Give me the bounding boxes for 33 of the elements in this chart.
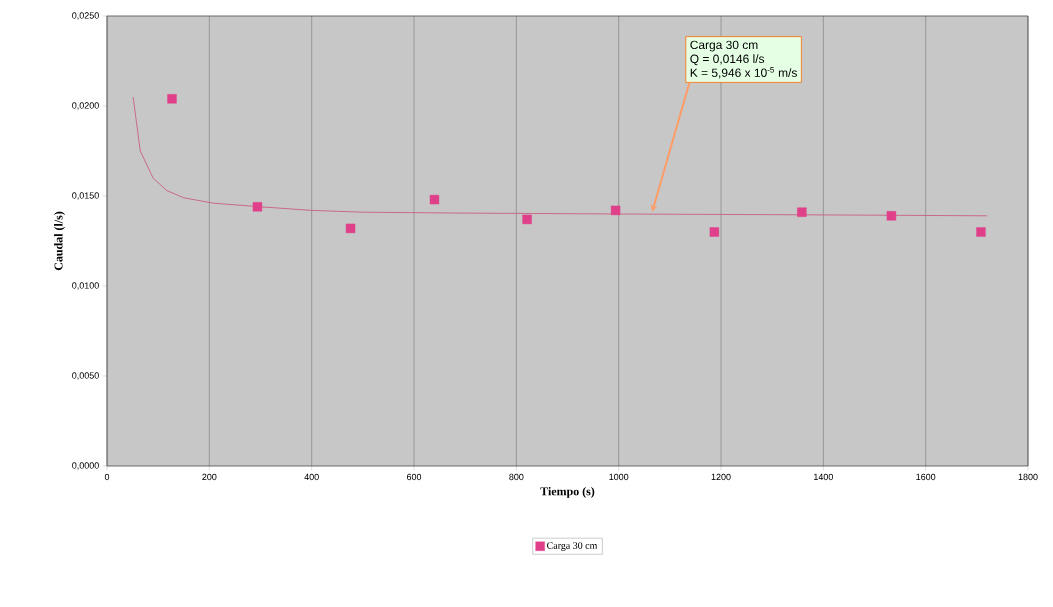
point <box>610 205 621 216</box>
point <box>429 194 440 205</box>
point <box>522 214 532 225</box>
x-tick-label: 400 <box>304 473 319 481</box>
line-series <box>132 96 988 217</box>
point <box>709 227 720 237</box>
y-axis-title: Caudal (l/s) <box>54 211 65 271</box>
y-tick-label: 0,0250 <box>72 12 99 20</box>
y-tick-label: 0,0150 <box>72 192 99 200</box>
x-tick-label: 1400 <box>814 473 833 481</box>
x-tick-label: 800 <box>509 473 524 481</box>
x-tick-label: 1600 <box>916 473 936 481</box>
point <box>167 94 177 104</box>
x-axis-title: Tiempo (s) <box>540 486 595 498</box>
annotation: K = 5,946 x 10$^{-5}$ m/s <box>690 67 797 79</box>
point <box>886 211 897 221</box>
point <box>976 227 986 237</box>
x-tick-label: 1200 <box>711 473 731 481</box>
x-tick-label: 1000 <box>609 473 629 481</box>
x-tick-label: 1800 <box>1018 473 1038 481</box>
y-tick-label: 0,0200 <box>72 102 99 110</box>
x-tick-label: 600 <box>406 473 422 481</box>
x-tick-label: 200 <box>202 473 217 481</box>
annotation: Carga 30 cm <box>690 40 758 52</box>
point <box>797 207 807 217</box>
y-tick-label: 0,0000 <box>72 462 99 470</box>
legend-label: Carga 30 cm <box>547 542 598 551</box>
y-tick-label: 0,0100 <box>72 282 99 290</box>
point <box>252 202 263 212</box>
point <box>345 223 356 234</box>
y-tick-label: 0,0050 <box>72 372 99 380</box>
annotation: Q = 0,0146 l/s <box>690 54 765 66</box>
x-tick-label: 0 <box>104 473 110 481</box>
